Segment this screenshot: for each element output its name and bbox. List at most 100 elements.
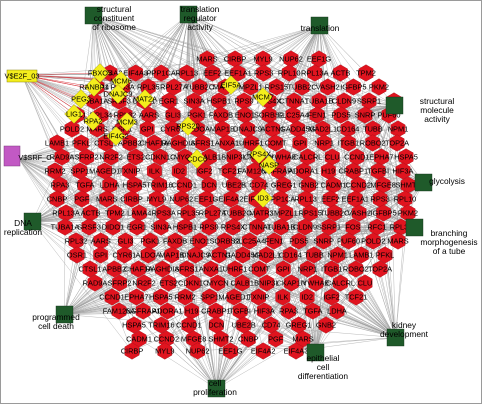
- gene-label: SFRP2: [108, 278, 132, 287]
- gene-label: GPI: [141, 124, 154, 133]
- gene-label: PKM2: [398, 208, 418, 217]
- go-term-label: differentiation: [298, 371, 348, 381]
- gene-label: HSPB1: [207, 96, 231, 105]
- gene-node-egr1: EGR1: [159, 93, 179, 110]
- gene-label: TUBB: [304, 250, 324, 259]
- gene-label: NRP1: [298, 264, 318, 273]
- gene-label: SFRS1: [191, 138, 215, 147]
- yellow-label: ID3: [257, 193, 269, 202]
- yellow-label: LIG1: [66, 109, 82, 118]
- gene-node-osr1: OSR1: [67, 247, 87, 264]
- gene-label: ETS2: [126, 152, 144, 161]
- gene-label: SHMT2: [208, 334, 233, 343]
- gene-label: SIN3A: [150, 222, 171, 231]
- gene-label: MPZL1: [239, 82, 263, 91]
- gene-label: MYL9: [253, 54, 272, 63]
- gene-label: VASH2: [316, 82, 340, 91]
- gene-label: CYR61: [112, 250, 136, 259]
- gene-label: HSPA5: [149, 292, 173, 301]
- gene-label: UHRF1: [223, 264, 248, 273]
- gene-label: RRM2: [45, 166, 66, 175]
- gene-label: CRABP1: [338, 166, 368, 175]
- gene-label: ANXA1: [215, 138, 239, 147]
- gene-label: TRIM16: [146, 180, 172, 189]
- gene-label: SSRP1: [357, 96, 381, 105]
- gene-label: CALCRL: [326, 278, 355, 287]
- gene-label: CLU: [325, 152, 340, 161]
- gene-label: ID2: [174, 166, 186, 175]
- gene-node-tgfa: TGFA: [75, 177, 94, 194]
- gene-label: LAMB1: [349, 250, 373, 259]
- gene-label: PDS5: [331, 110, 350, 119]
- gene-label: CTSL1: [78, 264, 101, 273]
- gene-label: LAMB1: [45, 138, 69, 147]
- gene-label: ILK: [149, 166, 160, 175]
- gene-label: HIF3A: [254, 306, 275, 315]
- gene-label: CLDN9: [332, 96, 356, 105]
- gene-node-hspa5: HSPA5: [394, 149, 418, 166]
- gene-label: CCND2: [154, 334, 179, 343]
- gene-label: IGF2: [196, 166, 212, 175]
- gene-label: TUBB2C: [222, 208, 252, 217]
- gene-label: GNB2: [299, 180, 319, 189]
- gene-label: EEF1G: [218, 346, 242, 355]
- gene-label: SLC25A4: [277, 110, 309, 119]
- gene-label: TOP2A: [385, 138, 409, 147]
- gene-label: EGR1: [127, 222, 147, 231]
- go-term-label: of ribosome: [92, 22, 136, 32]
- gene-label: MARS: [196, 54, 217, 63]
- gene-label: SRSF3: [77, 222, 101, 231]
- tf-node-e2f03: V$E2F_03: [5, 70, 40, 82]
- gene-label: TUBA1B: [267, 222, 296, 231]
- gene-label: RRM2: [175, 292, 196, 301]
- gene-label: RPL13A: [301, 68, 329, 77]
- gene-label: MAP1B: [210, 124, 235, 133]
- edge: [136, 15, 189, 74]
- gene-label: TXNIP: [248, 292, 270, 301]
- gene-node-cdkn1c: CDKN1C: [178, 275, 209, 292]
- gene-label: MPZL1: [274, 208, 298, 217]
- gene-label: ANXA1: [199, 264, 223, 273]
- gene-node-dnajc9: DNAJC9: [181, 247, 210, 264]
- yellow-label: RPA2: [84, 116, 103, 125]
- gene-label: GNB2: [316, 320, 336, 329]
- gene-label: LDHA: [100, 180, 120, 189]
- gene-label: GPI: [94, 250, 107, 259]
- gene-label: EEF2: [203, 68, 221, 77]
- gene-label: MAGED1: [89, 166, 120, 175]
- gene-label: ALDOA: [136, 250, 161, 259]
- gene-label: EEF1G: [194, 194, 218, 203]
- gene-label: TXNIP: [119, 166, 141, 175]
- gene-label: MARS: [96, 194, 117, 203]
- go-glycolysis: glycolysis: [415, 174, 465, 191]
- gene-label: CDKN1C: [145, 152, 176, 161]
- gene-node-rpa3: RPA3: [51, 177, 70, 194]
- gene-label: AARS: [91, 236, 111, 245]
- yellow-label: EIF5A: [221, 80, 242, 89]
- gene-label: TUBB: [363, 124, 383, 133]
- gene-label: HSPA5: [123, 180, 147, 189]
- go-term-label: translation: [301, 23, 340, 33]
- gene-label: CDKN1C: [178, 278, 209, 287]
- gene-node-tpm2: TPM2: [356, 65, 376, 82]
- gene-label: NR2F2: [99, 152, 122, 161]
- gene-label: PFKL: [72, 138, 90, 147]
- gene-label: NUP62: [169, 194, 193, 203]
- tf-label: V$SRF_C: [18, 153, 52, 162]
- gene-label: RPL13: [175, 68, 198, 77]
- gene-node-pold2: POLD2: [60, 121, 84, 138]
- gene-label: SNRP: [355, 110, 376, 119]
- gene-node-pkm2: PKM2: [369, 79, 389, 96]
- gene-label: AARS: [139, 110, 159, 119]
- gene-label: FAXDB: [163, 236, 187, 245]
- gene-label: RAD9A: [83, 278, 108, 287]
- gene-label: MYL9: [155, 346, 174, 355]
- gene-label: RPL35: [177, 208, 200, 217]
- gene-label: GLI3: [165, 110, 181, 119]
- gene-label: TOP2A: [368, 264, 392, 273]
- gene-label: PFKL: [376, 250, 394, 259]
- gene-label: VASH2: [347, 208, 371, 217]
- gene-label: ROBO2: [360, 138, 386, 147]
